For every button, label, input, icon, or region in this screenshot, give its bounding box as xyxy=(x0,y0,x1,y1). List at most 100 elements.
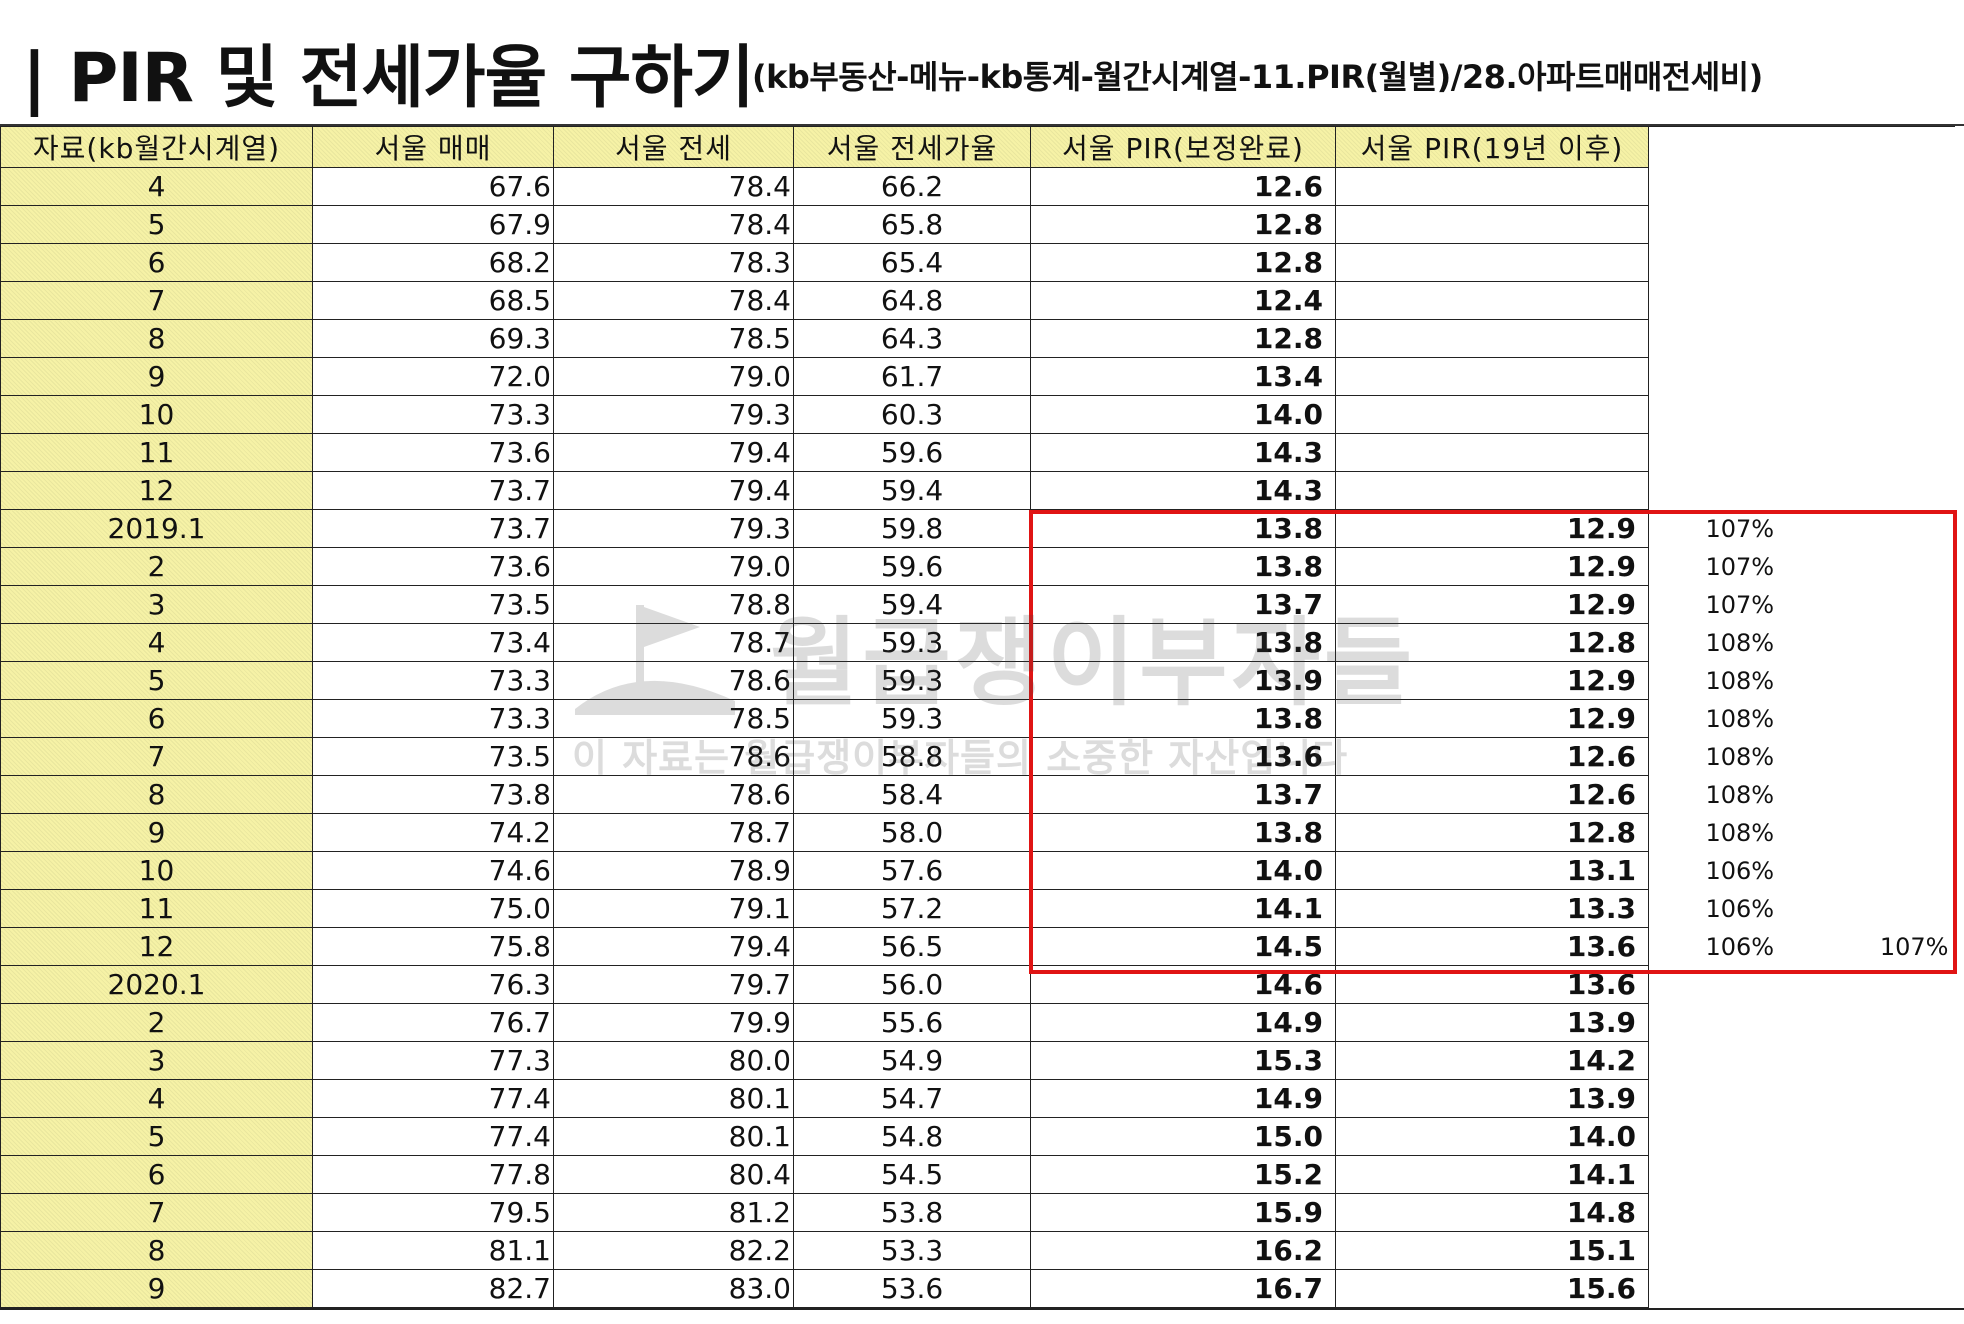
cell-date[interactable]: 4 xyxy=(0,1079,313,1118)
header-jeonse-ratio[interactable]: 서울 전세가율 xyxy=(793,126,1031,168)
cell-seoul-buy[interactable]: 77.3 xyxy=(312,1041,554,1080)
cell-pir-adjusted[interactable]: 12.8 xyxy=(1030,243,1336,282)
cell-pir-ratio-percent[interactable] xyxy=(1649,396,1809,434)
cell-pir-2019[interactable]: 14.0 xyxy=(1335,1117,1649,1156)
cell-average-percent[interactable] xyxy=(1809,890,1955,928)
cell-jeonse-ratio[interactable]: 59.3 xyxy=(793,699,1031,738)
cell-pir-adjusted[interactable]: 15.0 xyxy=(1030,1117,1336,1156)
cell-seoul-jeonse[interactable]: 78.9 xyxy=(553,851,794,890)
cell-pir-adjusted[interactable]: 14.3 xyxy=(1030,433,1336,472)
cell-pir-adjusted[interactable]: 16.2 xyxy=(1030,1231,1336,1270)
cell-pir-adjusted[interactable]: 13.8 xyxy=(1030,547,1336,586)
cell-seoul-jeonse[interactable]: 78.8 xyxy=(553,585,794,624)
cell-date[interactable]: 6 xyxy=(0,699,313,738)
cell-jeonse-ratio[interactable]: 65.4 xyxy=(793,243,1031,282)
cell-pir-adjusted[interactable]: 16.7 xyxy=(1030,1269,1336,1308)
cell-jeonse-ratio[interactable]: 65.8 xyxy=(793,205,1031,244)
cell-pir-2019[interactable]: 14.2 xyxy=(1335,1041,1649,1080)
cell-date[interactable]: 2 xyxy=(0,1003,313,1042)
cell-pir-ratio-percent[interactable] xyxy=(1649,1194,1809,1232)
cell-jeonse-ratio[interactable]: 61.7 xyxy=(793,357,1031,396)
cell-jeonse-ratio[interactable]: 56.5 xyxy=(793,927,1031,966)
header-blank[interactable] xyxy=(1648,126,1955,168)
cell-average-percent[interactable] xyxy=(1809,966,1955,1004)
cell-seoul-buy[interactable]: 73.5 xyxy=(312,737,554,776)
cell-pir-adjusted[interactable]: 14.5 xyxy=(1030,927,1336,966)
cell-pir-ratio-percent[interactable]: 108% xyxy=(1705,666,1775,695)
cell-seoul-buy[interactable]: 73.7 xyxy=(312,471,554,510)
cell-pir-adjusted[interactable]: 14.1 xyxy=(1030,889,1336,928)
cell-pir-ratio-percent[interactable]: 108% xyxy=(1705,818,1775,847)
cell-pir-ratio-percent[interactable]: 107% xyxy=(1705,514,1775,543)
cell-average-percent[interactable] xyxy=(1809,1194,1955,1232)
cell-seoul-jeonse[interactable]: 78.5 xyxy=(553,699,794,738)
cell-average-percent[interactable] xyxy=(1809,1004,1955,1042)
cell-seoul-jeonse[interactable]: 78.7 xyxy=(553,813,794,852)
cell-seoul-jeonse[interactable]: 78.3 xyxy=(553,243,794,282)
cell-seoul-jeonse[interactable]: 80.4 xyxy=(553,1155,794,1194)
cell-pir-adjusted[interactable]: 15.3 xyxy=(1030,1041,1336,1080)
cell-jeonse-ratio[interactable]: 57.6 xyxy=(793,851,1031,890)
cell-pir-2019[interactable]: 15.1 xyxy=(1335,1231,1649,1270)
cell-date[interactable]: 8 xyxy=(0,319,313,358)
cell-pir-adjusted[interactable]: 13.9 xyxy=(1030,661,1336,700)
cell-pir-ratio-percent[interactable]: 108% xyxy=(1705,742,1775,771)
cell-pir-ratio-percent[interactable]: 108% xyxy=(1705,780,1775,809)
cell-pir-ratio-percent[interactable] xyxy=(1649,966,1809,1004)
cell-date[interactable]: 2019.1 xyxy=(0,509,313,548)
cell-pir-adjusted[interactable]: 12.8 xyxy=(1030,319,1336,358)
cell-pir-2019[interactable]: 12.6 xyxy=(1335,775,1649,814)
cell-date[interactable]: 8 xyxy=(0,1231,313,1270)
cell-seoul-jeonse[interactable]: 78.6 xyxy=(553,737,794,776)
cell-date[interactable]: 10 xyxy=(0,851,313,890)
cell-jeonse-ratio[interactable]: 64.8 xyxy=(793,281,1031,320)
cell-seoul-jeonse[interactable]: 83.0 xyxy=(553,1269,794,1308)
cell-date[interactable]: 12 xyxy=(0,471,313,510)
cell-seoul-buy[interactable]: 81.1 xyxy=(312,1231,554,1270)
cell-pir-2019[interactable] xyxy=(1335,395,1649,434)
cell-date[interactable]: 7 xyxy=(0,1193,313,1232)
cell-seoul-buy[interactable]: 73.3 xyxy=(312,395,554,434)
cell-pir-ratio-percent[interactable] xyxy=(1649,472,1809,510)
cell-pir-adjusted[interactable]: 15.2 xyxy=(1030,1155,1336,1194)
cell-jeonse-ratio[interactable]: 54.8 xyxy=(793,1117,1031,1156)
cell-pir-ratio-percent[interactable]: 108% xyxy=(1705,704,1775,733)
cell-seoul-jeonse[interactable]: 78.6 xyxy=(553,661,794,700)
cell-pir-2019[interactable] xyxy=(1335,433,1649,472)
cell-seoul-jeonse[interactable]: 79.0 xyxy=(553,547,794,586)
cell-pir-ratio-percent[interactable]: 107% xyxy=(1705,590,1775,619)
cell-pir-ratio-percent[interactable] xyxy=(1649,1270,1809,1308)
cell-average-percent[interactable] xyxy=(1809,738,1955,776)
cell-average-percent[interactable] xyxy=(1809,434,1955,472)
cell-seoul-buy[interactable]: 73.7 xyxy=(312,509,554,548)
cell-seoul-jeonse[interactable]: 81.2 xyxy=(553,1193,794,1232)
cell-seoul-buy[interactable]: 69.3 xyxy=(312,319,554,358)
cell-seoul-jeonse[interactable]: 79.7 xyxy=(553,965,794,1004)
cell-jeonse-ratio[interactable]: 55.6 xyxy=(793,1003,1031,1042)
cell-average-percent[interactable] xyxy=(1809,1080,1955,1118)
cell-average-percent[interactable] xyxy=(1809,1042,1955,1080)
cell-pir-2019[interactable]: 14.8 xyxy=(1335,1193,1649,1232)
cell-pir-ratio-percent[interactable] xyxy=(1649,168,1809,206)
cell-pir-2019[interactable]: 12.8 xyxy=(1335,813,1649,852)
cell-pir-adjusted[interactable]: 14.0 xyxy=(1030,851,1336,890)
cell-pir-adjusted[interactable]: 13.8 xyxy=(1030,623,1336,662)
cell-date[interactable]: 7 xyxy=(0,281,313,320)
cell-seoul-jeonse[interactable]: 79.9 xyxy=(553,1003,794,1042)
cell-average-percent[interactable] xyxy=(1809,814,1955,852)
cell-seoul-jeonse[interactable]: 79.4 xyxy=(553,927,794,966)
cell-seoul-jeonse[interactable]: 82.2 xyxy=(553,1231,794,1270)
cell-pir-ratio-percent[interactable]: 106% xyxy=(1705,856,1775,885)
header-pir-adjusted[interactable]: 서울 PIR(보정완료) xyxy=(1030,126,1336,168)
cell-seoul-buy[interactable]: 77.4 xyxy=(312,1117,554,1156)
cell-seoul-jeonse[interactable]: 79.4 xyxy=(553,471,794,510)
cell-seoul-jeonse[interactable]: 78.6 xyxy=(553,775,794,814)
cell-date[interactable]: 9 xyxy=(0,1269,313,1308)
cell-pir-2019[interactable] xyxy=(1335,471,1649,510)
cell-average-percent[interactable] xyxy=(1809,206,1955,244)
cell-pir-adjusted[interactable]: 14.9 xyxy=(1030,1003,1336,1042)
cell-jeonse-ratio[interactable]: 58.8 xyxy=(793,737,1031,776)
cell-jeonse-ratio[interactable]: 66.2 xyxy=(793,167,1031,206)
cell-seoul-buy[interactable]: 79.5 xyxy=(312,1193,554,1232)
cell-pir-adjusted[interactable]: 12.8 xyxy=(1030,205,1336,244)
